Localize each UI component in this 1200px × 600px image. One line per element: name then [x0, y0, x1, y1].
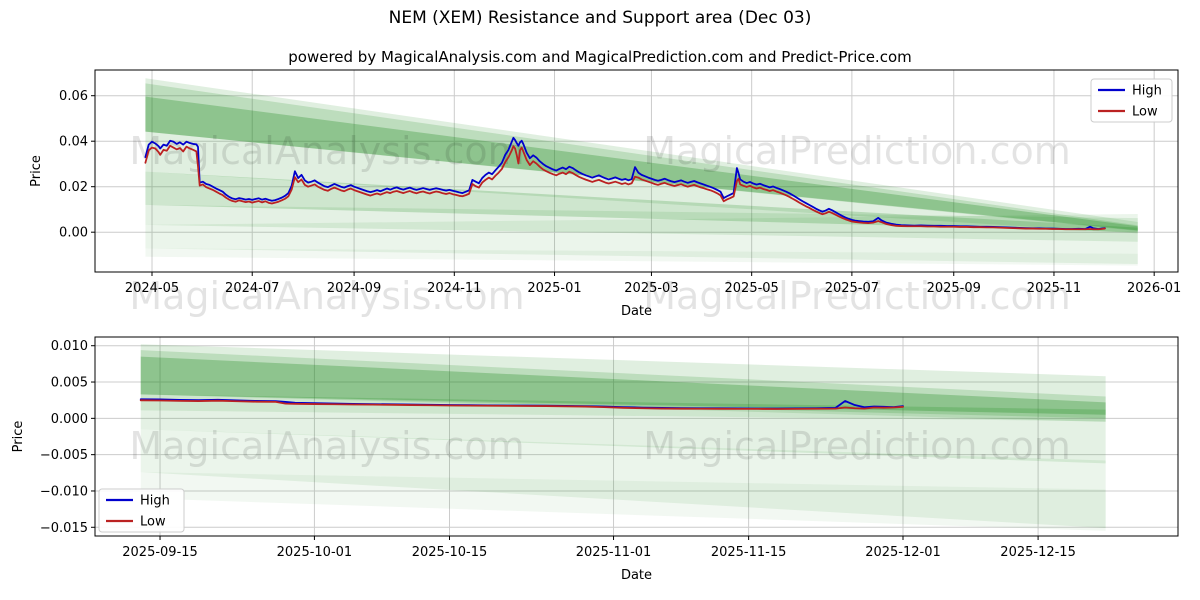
top-chart-ylabel: Price	[29, 155, 44, 187]
y-tick-label: 0.06	[59, 89, 88, 104]
forecast-band	[140, 410, 1106, 464]
x-tick-label: 2025-09	[927, 281, 981, 296]
x-tick-label: 2025-01	[527, 281, 581, 296]
watermark-text: MagicalPrediction.com	[643, 274, 1071, 318]
bottom-chart-grid	[95, 337, 1178, 536]
bottom-chart-xlabel: Date	[621, 568, 652, 583]
x-tick-label: 2025-05	[725, 281, 779, 296]
legend-label-high: High	[1132, 84, 1162, 99]
y-tick-label: 0.000	[51, 412, 88, 427]
forecast-band	[140, 350, 1106, 419]
forecast-band	[140, 356, 1106, 415]
x-tick-label: 2024-11	[427, 281, 481, 296]
y-tick-label: 0.02	[59, 180, 88, 195]
watermark-text: MagicalAnalysis.com	[129, 274, 524, 318]
watermark-text: MagicalPrediction.com	[643, 129, 1071, 173]
chart-title: NEM (XEM) Resistance and Support area (D…	[388, 8, 812, 28]
forecast-band	[145, 78, 1138, 234]
forecast-band	[145, 213, 1138, 265]
y-tick-label: 0.04	[59, 135, 88, 150]
lines-layer	[139, 136, 1106, 410]
top-chart-low-line	[144, 144, 1106, 231]
watermark-text: MagicalAnalysis.com	[129, 424, 524, 468]
x-tick-label: 2025-12-15	[1000, 545, 1076, 560]
x-tick-label: 2025-09-15	[122, 545, 198, 560]
bottom-chart-ylabel: Price	[11, 421, 26, 453]
top-chart-border	[94, 69, 1179, 273]
y-tick-label: 0.005	[51, 376, 88, 391]
legend-label-high: High	[140, 494, 170, 509]
x-tick-label: 2025-11-01	[576, 545, 652, 560]
legend-label-low: Low	[1132, 105, 1158, 120]
x-tick-label: 2024-09	[327, 281, 381, 296]
y-tick-label: 0.010	[51, 339, 88, 354]
x-tick-label: 2026-01	[1127, 281, 1181, 296]
x-tick-label: 2024-07	[225, 281, 279, 296]
x-tick-label: 2025-07	[825, 281, 879, 296]
wm-layer: MagicalAnalysis.com MagicalPrediction.com…	[129, 129, 1070, 468]
x-tick-label: 2024-05	[125, 281, 179, 296]
top-chart-legend: High Low	[1090, 78, 1173, 123]
x-tick-label: 2025-11-15	[711, 545, 787, 560]
bottom-chart-support-resistance-bands	[140, 344, 1106, 531]
chart-subtitle: powered by MagicalAnalysis.com and Magic…	[288, 48, 912, 66]
axes-layer: 2024-05 2024-07 2024-09 2024-11 2025-01 2025-…	[11, 69, 1181, 583]
forecast-band	[145, 83, 1138, 232]
forecast-band	[145, 171, 1138, 233]
x-tick-label: 2025-10-15	[412, 545, 488, 560]
top-chart-axes: 2024-05 2024-07 2024-09 2024-11 2025-01 2025-…	[29, 69, 1181, 319]
bottom-chart-price-lines	[139, 398, 904, 410]
top-chart-xlabel: Date	[621, 304, 652, 319]
grid-layer	[95, 70, 1178, 536]
y-tick-label: −0.005	[40, 448, 88, 463]
bottom-chart-border	[94, 336, 1179, 537]
top-chart-support-resistance-bands	[145, 78, 1138, 266]
y-tick-label: −0.010	[40, 484, 88, 499]
forecast-band	[140, 429, 1106, 529]
x-tick-label: 2025-03	[624, 281, 678, 296]
forecast-band	[140, 472, 1106, 531]
bottom-chart-legend: High Low	[98, 488, 185, 533]
forecast-band	[145, 204, 1138, 242]
forecast-band	[140, 344, 1106, 422]
watermark-text: MagicalAnalysis.com	[129, 129, 524, 173]
y-tick-label: 0.00	[59, 226, 88, 241]
watermark-text: MagicalPrediction.com	[643, 424, 1071, 468]
y-tick-label: −0.015	[40, 521, 88, 536]
x-tick-label: 2025-12-01	[865, 545, 941, 560]
x-tick-label: 2025-10-01	[277, 545, 353, 560]
legend-label-low: Low	[140, 515, 166, 530]
top-chart-high-line	[144, 136, 1106, 230]
bottom-chart-low-line	[139, 399, 904, 410]
top-chart-price-lines	[144, 136, 1106, 231]
forecast-band	[145, 248, 1138, 266]
bands-layer	[140, 78, 1138, 531]
bottom-chart-axes: 2025-09-15 2025-10-01 2025-10-15 2025-11-01…	[11, 336, 1179, 583]
forecast-band	[145, 96, 1138, 231]
x-tick-label: 2025-11	[1027, 281, 1081, 296]
legend-layer: High Low High Low	[98, 78, 1173, 533]
